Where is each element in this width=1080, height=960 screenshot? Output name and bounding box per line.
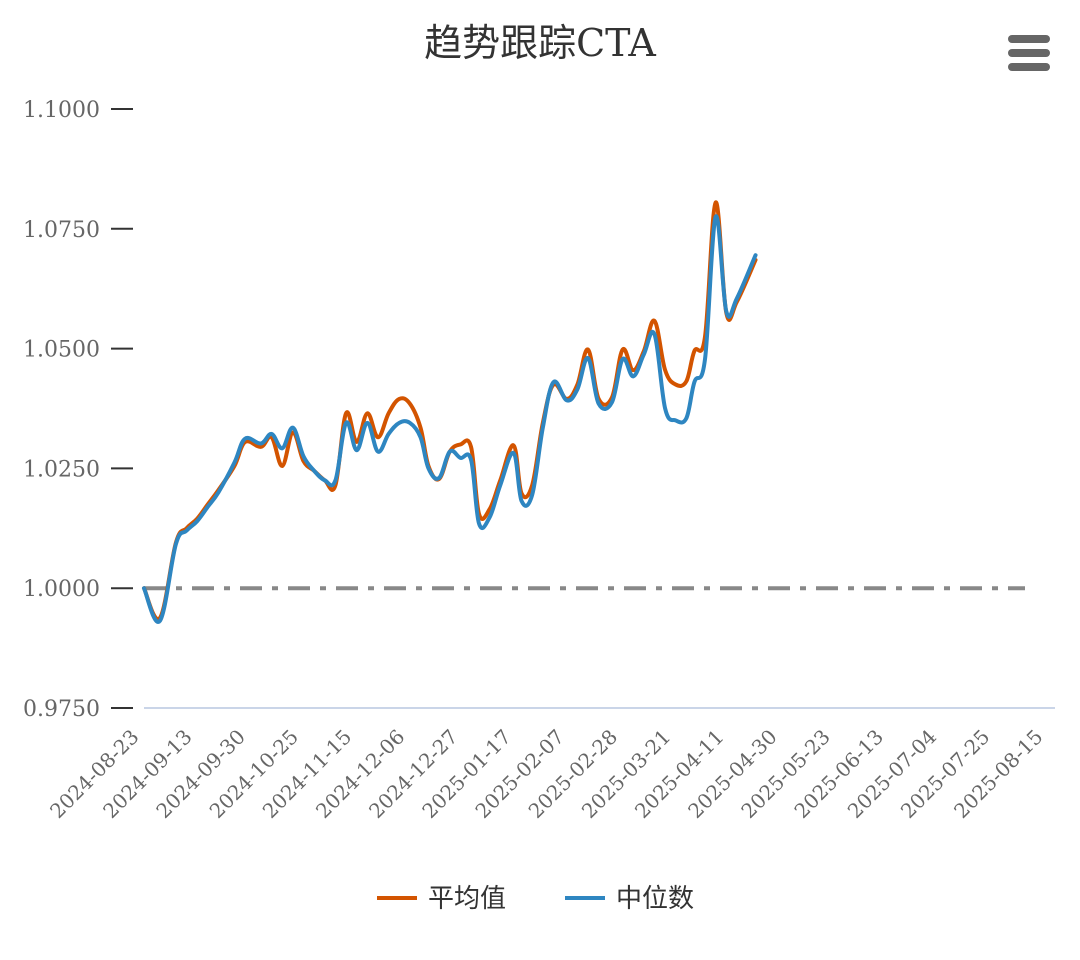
series-group	[142, 200, 758, 624]
legend-item-mean[interactable]: 平均值	[377, 884, 506, 914]
y-tick-label: 0.9750	[23, 697, 100, 722]
y-tick-label: 1.0500	[23, 338, 100, 363]
hamburger-menu-icon[interactable]	[1008, 35, 1050, 71]
y-tick-label: 1.1000	[23, 98, 100, 123]
y-axis: 1.1000 1.0750 1.0500 1.0250 1.0000 0.9750	[23, 98, 133, 722]
series-line-mean	[142, 200, 758, 622]
legend-item-median[interactable]: 中位数	[565, 884, 694, 914]
legend-label-median: 中位数	[616, 884, 694, 914]
series-line-median	[142, 214, 758, 624]
y-tick-label: 1.0000	[23, 577, 100, 602]
chart-title: 趋势跟踪CTA	[424, 21, 656, 65]
legend: 平均值 中位数	[377, 884, 694, 914]
y-tick-label: 1.0250	[23, 457, 100, 482]
x-axis: 2024-08-232024-09-132024-09-302024-10-25…	[45, 707, 1055, 823]
y-tick-label: 1.0750	[23, 218, 100, 243]
legend-label-mean: 平均值	[428, 884, 506, 914]
